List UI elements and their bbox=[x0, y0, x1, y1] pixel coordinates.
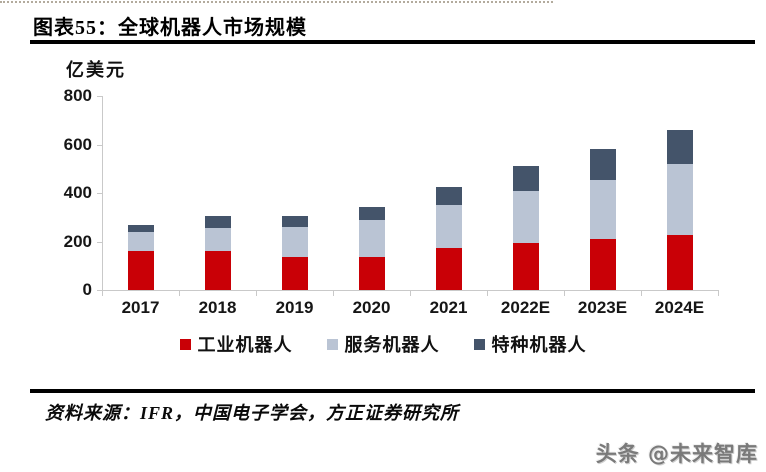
bar-segment-服务机器人 bbox=[358, 219, 385, 258]
bar-segment-特种机器人 bbox=[204, 216, 231, 229]
y-tick-label: 600 bbox=[63, 134, 92, 154]
bar-segment-特种机器人 bbox=[435, 186, 462, 206]
x-category-label: 2018 bbox=[198, 298, 237, 317]
bar-segment-服务机器人 bbox=[204, 228, 231, 252]
x-category-label: 2022E bbox=[500, 298, 551, 317]
legend-item: 工业机器人 bbox=[179, 331, 293, 357]
bar-segment-工业机器人 bbox=[204, 251, 231, 290]
x-category-label: 2017 bbox=[121, 298, 160, 317]
x-tick-mark bbox=[102, 291, 103, 296]
y-axis-unit-label: 亿美元 bbox=[66, 60, 126, 81]
x-tick-mark bbox=[487, 291, 488, 296]
axis-lines bbox=[102, 96, 719, 291]
bar-segment-工业机器人 bbox=[589, 239, 616, 290]
y-tick-mark bbox=[97, 290, 102, 291]
bar-segment-工业机器人 bbox=[127, 251, 154, 290]
bar-segment-特种机器人 bbox=[281, 216, 308, 228]
y-tick-mark bbox=[97, 193, 102, 194]
watermark-text: 头条 @未来智库 bbox=[595, 442, 758, 466]
bar-segment-工业机器人 bbox=[666, 235, 693, 290]
y-tick-label: 400 bbox=[63, 183, 92, 202]
chart-legend: 工业机器人 服务机器人 特种机器人 bbox=[0, 331, 766, 357]
bar-segment-特种机器人 bbox=[127, 225, 154, 233]
bar-segment-特种机器人 bbox=[358, 207, 385, 220]
x-tick-mark bbox=[564, 291, 565, 296]
x-tick-mark bbox=[718, 291, 719, 296]
source-note: 资料来源：IFR，中国电子学会，方正证券研究所 bbox=[45, 403, 460, 423]
bar-segment-工业机器人 bbox=[435, 248, 462, 290]
legend-item: 特种机器人 bbox=[473, 331, 587, 357]
x-tick-mark bbox=[179, 291, 180, 296]
bar-segment-服务机器人 bbox=[512, 190, 539, 244]
x-category-label: 2021 bbox=[429, 298, 468, 317]
y-tick-mark bbox=[97, 144, 102, 146]
bar-segment-特种机器人 bbox=[589, 149, 616, 180]
bar-segment-服务机器人 bbox=[127, 232, 154, 252]
y-tick-mark bbox=[97, 241, 102, 243]
legend-label: 服务机器人 bbox=[344, 335, 440, 356]
y-tick-label: 0 bbox=[82, 280, 92, 299]
figure-title: 图表55：全球机器人市场规模 bbox=[33, 17, 307, 39]
bar-segment-工业机器人 bbox=[358, 257, 385, 290]
x-category-label: 2024E bbox=[654, 298, 705, 317]
bar-segment-服务机器人 bbox=[281, 227, 308, 257]
y-tick-mark bbox=[97, 96, 102, 97]
legend-swatch-icon bbox=[326, 338, 338, 350]
legend-label: 工业机器人 bbox=[197, 335, 293, 356]
top-dotted-divider bbox=[0, 1, 553, 3]
y-tick-label: 200 bbox=[63, 231, 92, 251]
bar-segment-特种机器人 bbox=[512, 166, 539, 191]
legend-label: 特种机器人 bbox=[491, 335, 587, 356]
legend-swatch-icon bbox=[179, 338, 191, 350]
x-tick-mark bbox=[410, 291, 411, 296]
x-category-label: 2023E bbox=[577, 298, 628, 317]
bar-segment-特种机器人 bbox=[666, 129, 693, 164]
bar-segment-工业机器人 bbox=[281, 256, 308, 290]
bar-segment-工业机器人 bbox=[512, 243, 539, 290]
bar-segment-服务机器人 bbox=[589, 179, 616, 240]
x-tick-mark bbox=[641, 291, 642, 296]
x-category-label: 2019 bbox=[275, 298, 314, 317]
x-category-label: 2020 bbox=[352, 298, 391, 317]
legend-item: 服务机器人 bbox=[326, 331, 440, 357]
title-underline bbox=[30, 40, 755, 44]
bottom-divider bbox=[30, 389, 755, 393]
legend-swatch-icon bbox=[473, 338, 485, 350]
bar-segment-服务机器人 bbox=[666, 163, 693, 236]
y-tick-label: 800 bbox=[63, 86, 92, 105]
x-tick-mark bbox=[256, 291, 257, 296]
x-tick-mark bbox=[333, 291, 334, 296]
bar-segment-服务机器人 bbox=[435, 205, 462, 249]
